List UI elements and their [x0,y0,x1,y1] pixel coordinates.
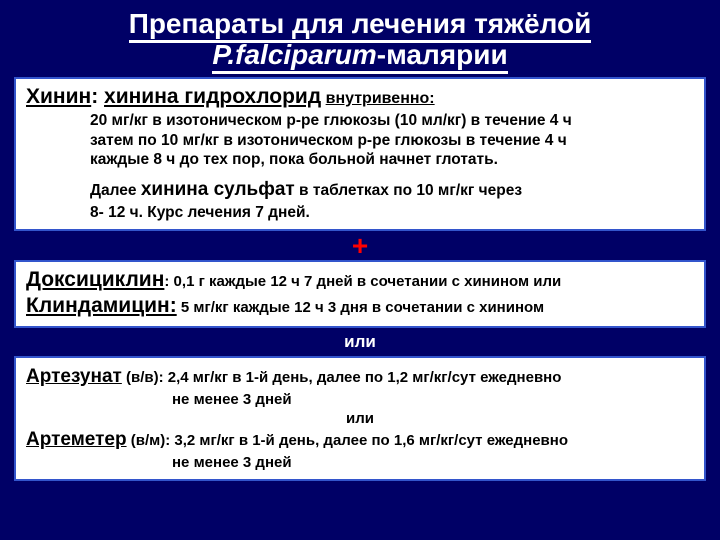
drug-quinine-sulfate: хинина сульфат [141,179,295,200]
drug-artesunate: Артезунат [26,366,122,387]
drug-artemeter: Артеметер [26,429,127,450]
title-line-1: Препараты для лечения тяжёлой [129,8,592,43]
doxy-clinda-box: Доксициклин: 0,1 г каждые 12 ч 7 дней в … [14,260,706,328]
slide-root: Препараты для лечения тяжёлой P.falcipar… [0,0,720,540]
slide-title: Препараты для лечения тяжёлой P.falcipar… [14,8,706,71]
artemeter-line-2: не менее 3 дней [172,453,694,473]
drug-clindamycin: Клиндамицин: [26,294,177,317]
artesunate-line-2: не менее 3 дней [172,390,694,410]
artemeter-line-1: Артеметер (в/м): 3,2 мг/кг в 1-й день, д… [26,427,694,453]
drug-doxycycline: Доксициклин [26,268,164,291]
drug-quinine-hydro: хинина гидрохлорид [104,85,321,108]
doxycycline-line: Доксициклин: 0,1 г каждые 12 ч 7 дней в … [26,268,694,292]
quinine-heading: Хинин: хинина гидрохлорид внутривенно: [26,85,694,109]
clindamycin-line: Клиндамицин: 5 мг/кг каждые 12 ч 3 дня в… [26,294,694,318]
route-iv: внутривенно: [326,90,435,107]
artemisinin-box: Артезунат (в/в): 2,4 мг/кг в 1-й день, д… [14,356,706,481]
or-inner: или [26,410,694,427]
or-separator: или [14,332,706,352]
title-line-2: P.falciparum-малярии [212,39,507,74]
quinine-sulfate-dosing: Далее хинина сульфат в таблетках по 10 м… [90,178,694,223]
quinine-box: Хинин: хинина гидрохлорид внутривенно: 2… [14,77,706,231]
artesunate-line-1: Артезунат (в/в): 2,4 мг/кг в 1-й день, д… [26,364,694,390]
drug-quinine: Хинин [26,85,91,108]
plus-operator: + [14,232,706,260]
quinine-dosing-1: 20 мг/кг в изотоническом р-ре глюкозы (1… [90,111,694,170]
